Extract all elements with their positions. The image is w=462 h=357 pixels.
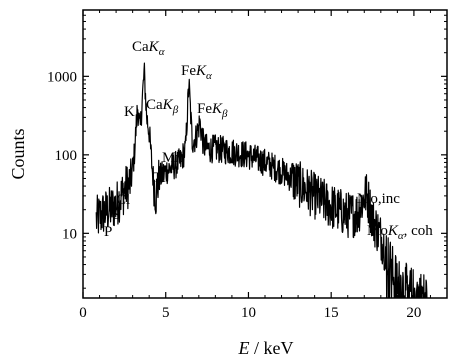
annotation-label: Ca [132,39,149,55]
annotation-label: Fe [181,63,196,79]
peak-annotation: CaKβ [146,97,179,116]
peak-annotation: Mo,inc [357,191,400,207]
annotation-subscript: α [159,46,165,58]
annotation-symbol: K [211,101,223,117]
peak-annotation: K [124,104,135,120]
peak-annotation: MoKα, coh [367,223,433,242]
peak-annotation: Mn [162,150,183,166]
annotation-label: P [104,224,112,240]
annotation-label: S [112,207,120,223]
annotation-label: Ca [146,97,163,113]
y-tick-label: 1000 [47,69,77,85]
y-tick-label: 10 [62,226,77,242]
x-tick-label: 15 [324,305,339,321]
annotation-suffix: , coh [404,223,434,239]
annotation-label: Fe [197,101,212,117]
annotation-label: Cl [116,192,130,208]
x-axis-label-symbol: E [238,338,250,357]
x-axis-label: E / keV [238,338,294,357]
peak-annotation: Ti [153,170,166,186]
peak-annotation: Cl [116,192,130,208]
annotation-label: Ti [153,170,166,186]
y-tick-label: 100 [55,148,78,164]
annotation-subscript: β [172,104,179,116]
annotation-label: K [124,104,135,120]
spectrum-line [95,62,428,298]
x-tick-label: 0 [79,305,87,321]
annotation-symbol: K [148,39,160,55]
annotation-label: Mo [367,223,388,239]
annotation-label: Mn [162,150,183,166]
x-tick-label: 5 [162,305,170,321]
x-tick-label: 10 [241,305,256,321]
spectrum-layer [95,62,428,298]
annotation-symbol: K [162,97,174,113]
peak-annotation: FeKβ [197,101,228,120]
peak-annotation: FeKα [181,63,212,82]
peak-annotation: S [112,207,120,223]
annotation-subscript: α [398,230,404,242]
x-tick-label: 20 [406,305,421,321]
peak-annotation: P [104,224,112,240]
tick-label-layer: 0 5 10 15 20 10 100 1000 [47,69,421,321]
annotation-symbol: K [195,63,207,79]
annotation-symbol: K [387,223,399,239]
annotation-label: Mo,inc [357,191,400,207]
x-axis-label-unit: / keV [250,338,294,357]
y-axis-label: Counts [8,128,28,179]
annotation-subscript: β [221,108,228,120]
annotation-subscript: α [206,70,212,82]
tick-layer [82,9,448,298]
peak-annotation: CaKα [132,39,165,58]
